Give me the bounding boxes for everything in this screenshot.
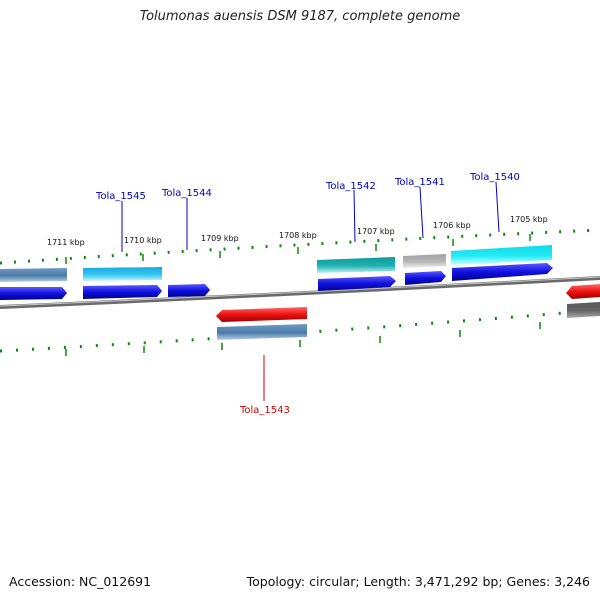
feature-bar	[567, 302, 600, 318]
feature-bars-top	[0, 245, 552, 282]
scale-label: 1710 kbp	[124, 236, 162, 245]
feature-bar	[451, 245, 552, 265]
cds-arrow	[566, 284, 600, 299]
scale-label: 1705 kbp	[510, 215, 548, 224]
inner-tick-ring	[0, 308, 600, 356]
cds-arrow	[83, 285, 162, 299]
cds-arrow	[318, 276, 396, 291]
accession-label: Accession: NC_012691	[9, 574, 152, 589]
cds-arrow	[0, 287, 67, 300]
feature-bar	[217, 324, 307, 340]
feature-bar	[0, 268, 67, 282]
page-title: Tolumonas auensis DSM 9187, complete gen…	[139, 9, 461, 24]
scale-label: 1706 kbp	[433, 221, 471, 230]
scale-label: 1709 kbp	[201, 234, 239, 243]
cds-arrow	[168, 284, 210, 297]
gene-label-tola-1545: Tola_1545	[95, 191, 146, 202]
gene-label-tola-1542: Tola_1542	[325, 181, 376, 192]
cds-arrow	[216, 307, 307, 322]
scale-label: 1708 kbp	[279, 231, 317, 240]
cds-arrow	[452, 263, 553, 281]
gene-label-tola-1540: Tola_1540	[469, 172, 520, 183]
gene-label-tola-1541: Tola_1541	[394, 177, 445, 188]
feature-bar	[317, 257, 395, 273]
genome-backbone	[0, 276, 600, 309]
outer-tick-ring	[0, 228, 600, 265]
topology-label: Topology: circular; Length: 3,471,292 bp…	[246, 574, 590, 589]
gene-labels: Tola_1545 Tola_1544 Tola_1543 Tola_1542 …	[95, 172, 520, 416]
cds-forward	[0, 263, 553, 300]
gene-label-tola-1544: Tola_1544	[161, 188, 212, 199]
cds-reverse	[216, 284, 600, 340]
scale-labels: 1711 kbp 1710 kbp 1709 kbp 1708 kbp 1707…	[47, 215, 548, 247]
feature-bar	[83, 267, 162, 281]
gene-label-tola-1543: Tola_1543	[239, 405, 290, 416]
scale-label: 1707 kbp	[357, 227, 395, 236]
feature-bar	[403, 254, 446, 268]
scale-label: 1711 kbp	[47, 238, 85, 247]
cds-arrow	[405, 271, 446, 285]
